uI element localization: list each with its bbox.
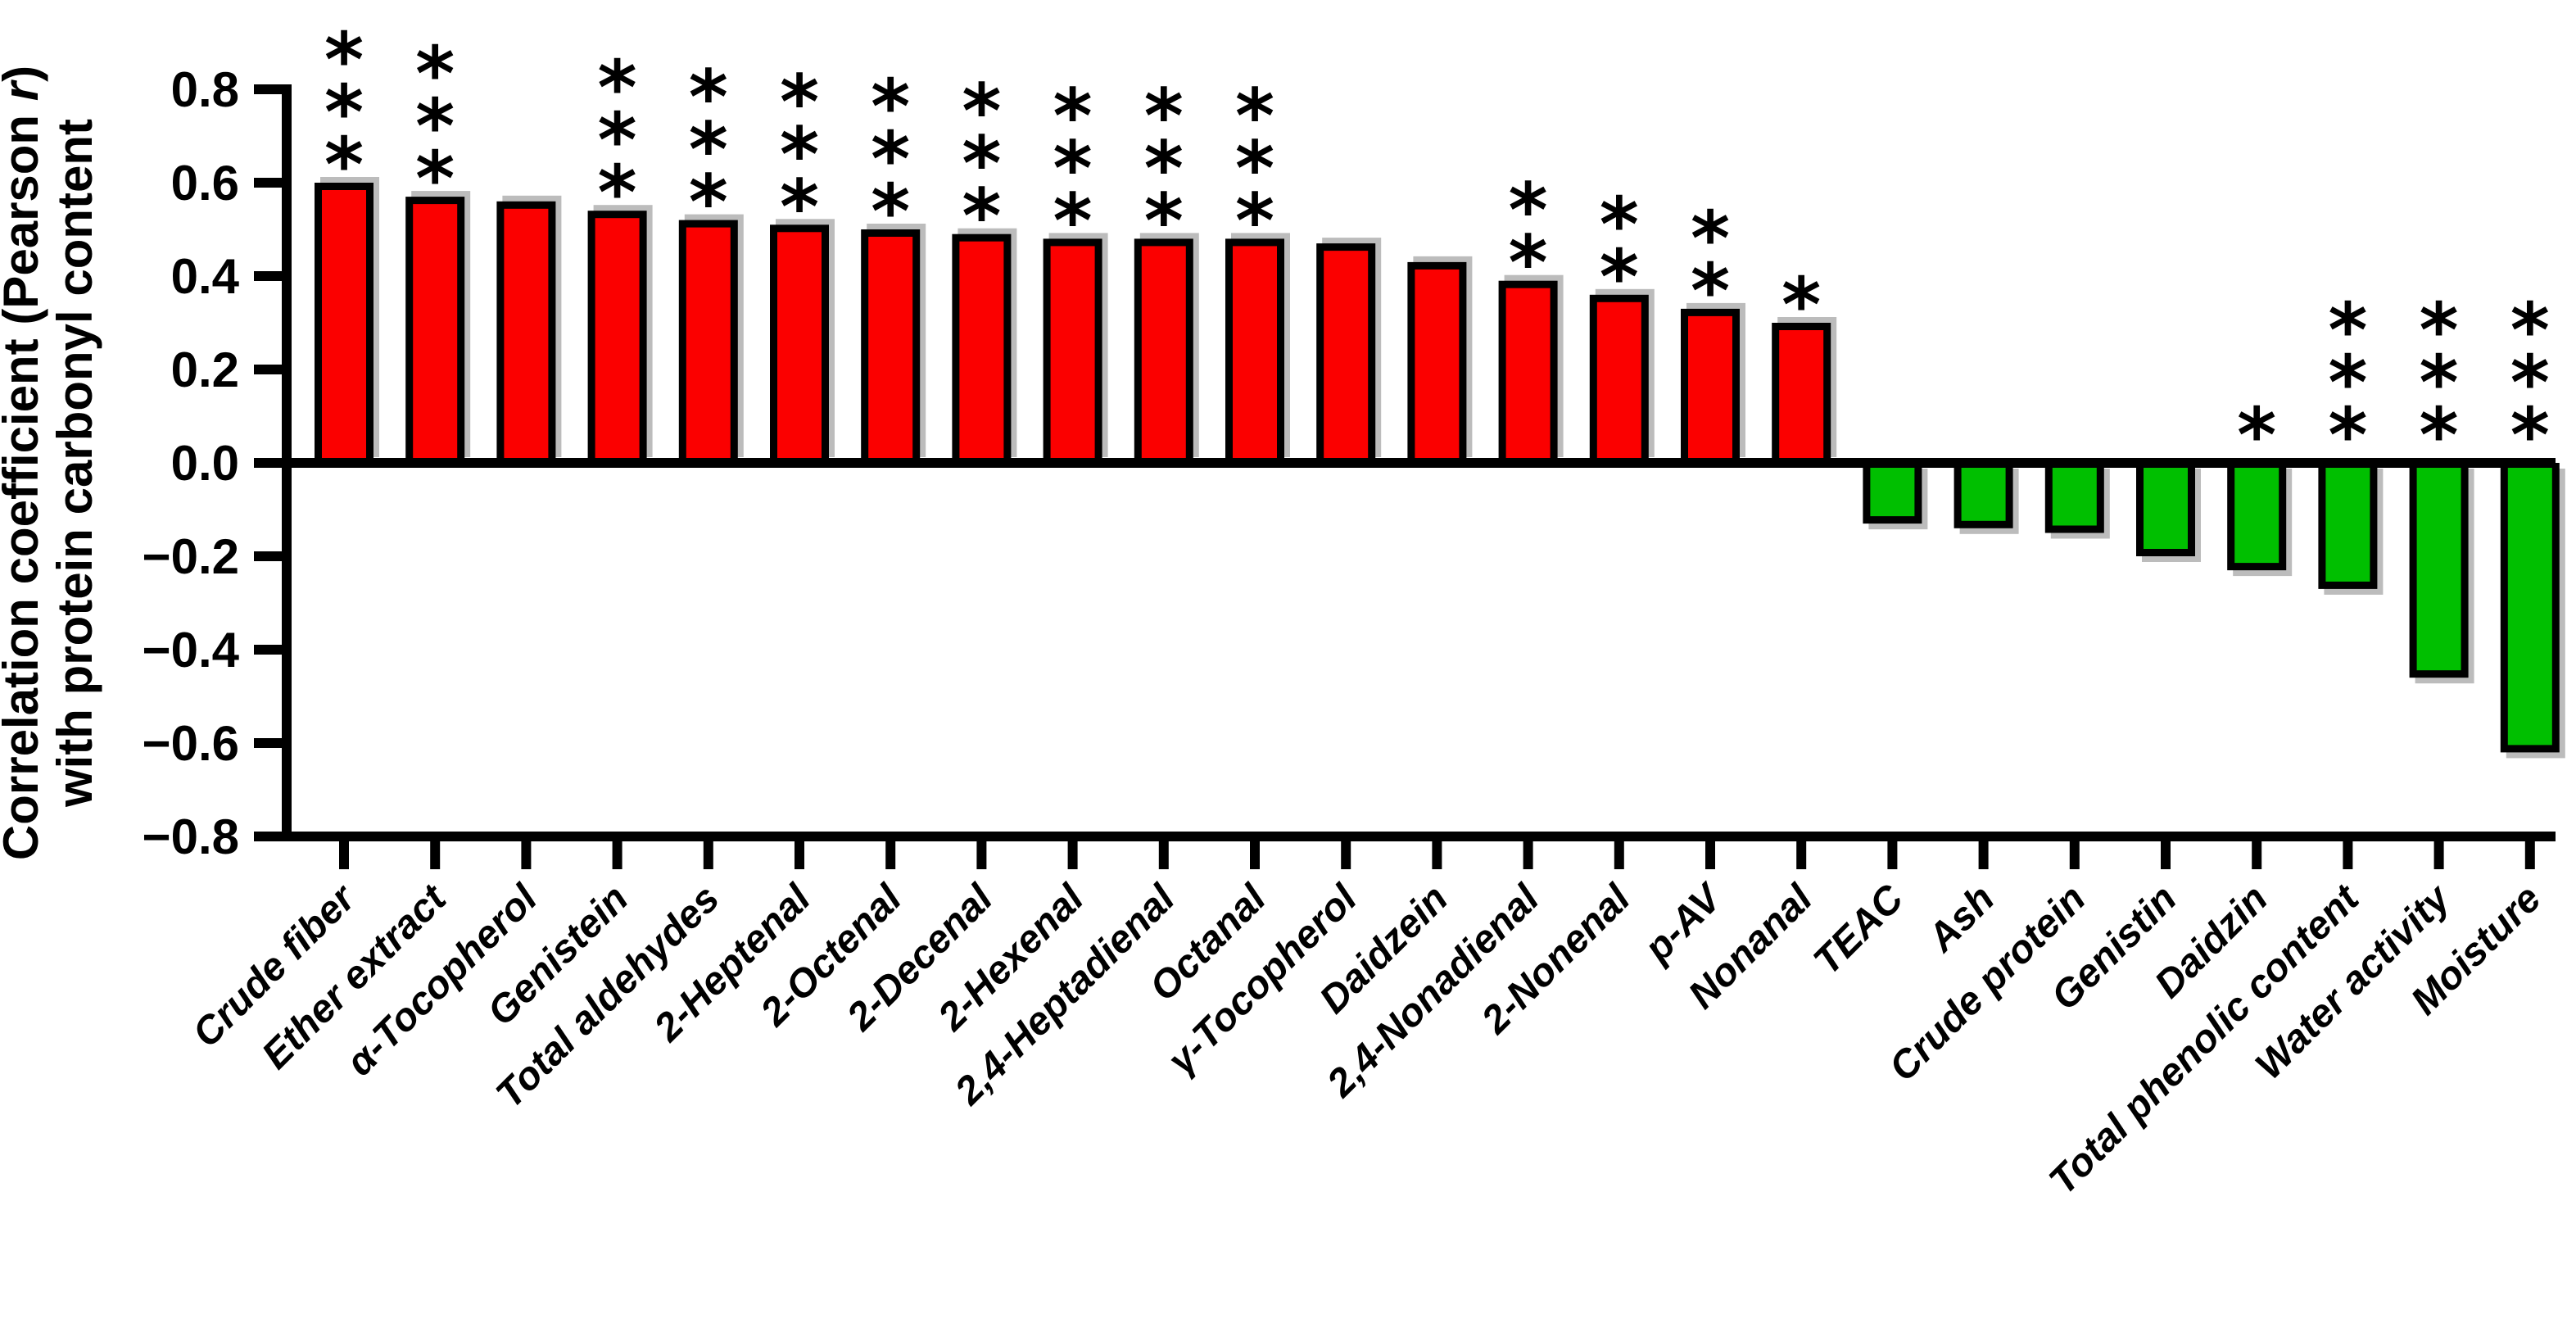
bar-Total aldehydes (686, 227, 731, 463)
bar-TEAC (1870, 463, 1915, 517)
significance-star: * (871, 168, 910, 256)
significance-star: * (598, 97, 637, 184)
bar-Octanal (1233, 246, 1277, 463)
significance-star: * (2420, 287, 2459, 374)
significance-star: * (2510, 287, 2550, 374)
bar-Genistin (2144, 463, 2188, 549)
significance-star: * (1691, 247, 1730, 335)
significance-star: * (2510, 392, 2550, 479)
significance-star: * (2237, 392, 2276, 479)
significance-star: * (962, 120, 1001, 208)
significance-star: * (1144, 72, 1184, 160)
bar-p-AV (1688, 315, 1732, 463)
bar-2-Hexenal (1050, 246, 1095, 463)
significance-star: * (1235, 125, 1274, 212)
significance-star: * (1235, 72, 1274, 160)
significance-star: * (2420, 339, 2459, 427)
y-tick-label: 0.4 (171, 249, 240, 304)
significance-star: * (1144, 125, 1184, 212)
significance-star: * (1235, 177, 1274, 265)
significance-star: * (871, 63, 910, 151)
significance-star: * (2510, 339, 2550, 427)
bar-2-Octenal (868, 237, 913, 463)
y-tick-label: 0.6 (171, 156, 239, 211)
y-tick-label: −0.2 (143, 529, 239, 584)
significance-star: * (780, 111, 819, 198)
significance-star: * (1509, 167, 1548, 255)
significance-star: * (780, 163, 819, 251)
significance-star: * (598, 149, 637, 237)
significance-star: * (1781, 261, 1821, 349)
significance-star: * (1144, 177, 1184, 265)
bar-2,4-Nonadienal (1505, 288, 1551, 463)
bar-Total phenolic content (2325, 463, 2370, 582)
y-tick-label: −0.4 (143, 623, 240, 678)
significance-star: * (689, 54, 728, 142)
bar-Ash (1961, 463, 2006, 521)
significance-star: * (1053, 177, 1093, 265)
bar-2-Heptenal (777, 232, 822, 463)
significance-star: * (415, 83, 455, 170)
bar-2-Nonenal (1596, 301, 1641, 463)
bar-Genistein (595, 218, 640, 463)
bar-Moisture (2507, 463, 2552, 746)
significance-star: * (324, 121, 364, 209)
bar-γ-Tocopherol (1324, 251, 1369, 463)
significance-star: * (689, 107, 728, 194)
significance-star: * (324, 69, 364, 156)
significance-star: * (962, 173, 1001, 261)
significance-star: * (324, 16, 364, 104)
bar-Daidzin (2234, 463, 2279, 564)
y-tick-label: −0.8 (143, 809, 239, 864)
significance-star: * (962, 68, 1001, 156)
significance-star: * (1600, 233, 1639, 321)
y-tick-label: 0.2 (171, 342, 239, 397)
significance-star: * (1053, 125, 1093, 212)
significance-star: * (1509, 220, 1548, 307)
significance-star: * (415, 30, 455, 118)
y-tick-label: −0.6 (143, 716, 239, 771)
bar-2,4-Heptadienal (1141, 246, 1186, 463)
bar-Daidzein (1415, 269, 1460, 463)
bar-2-Decenal (959, 241, 1004, 463)
bar-Crude protein (2052, 463, 2097, 526)
y-axis-title-line-2: with protein carbonyl content (48, 119, 102, 808)
significance-star: * (598, 44, 637, 132)
y-tick-label: 0.8 (171, 62, 239, 117)
significance-star: * (1600, 181, 1639, 269)
bar-Ether extract (413, 204, 458, 463)
significance-star: * (2420, 392, 2459, 479)
significance-star: * (2328, 287, 2367, 374)
bar-Water activity (2416, 463, 2461, 671)
significance-star: * (2328, 392, 2367, 479)
significance-star: * (2328, 339, 2367, 427)
significance-star: * (1691, 195, 1730, 283)
bar-α-Tocopherol (504, 208, 549, 464)
y-axis-title-line-1: Correlation coefficient (Pearson r) (0, 66, 48, 860)
significance-star: * (415, 135, 455, 223)
bar-Crude fiber (322, 190, 366, 463)
significance-star: * (689, 159, 728, 247)
significance-star: * (871, 116, 910, 203)
bar-Nonanal (1779, 330, 1824, 463)
significance-star: * (1053, 72, 1093, 160)
y-tick-label: 0.0 (171, 436, 239, 491)
significance-star: * (780, 58, 819, 146)
